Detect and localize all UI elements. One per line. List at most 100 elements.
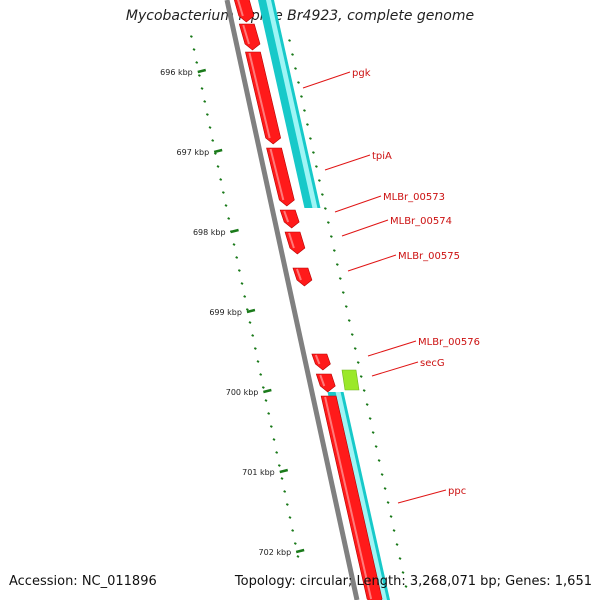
tick-dot	[291, 529, 295, 532]
tick-dot-right	[395, 543, 399, 546]
tick-label: 697 kbp	[177, 148, 210, 157]
tick-dot-right	[380, 473, 384, 476]
tick-dot-right	[323, 207, 327, 210]
tick-dot	[259, 373, 263, 376]
tick-dot	[221, 191, 225, 194]
tick-dot-right	[306, 123, 309, 126]
gene-label-mlbr-00573: MLBr_00573	[383, 192, 445, 203]
tick-dot	[211, 139, 215, 142]
tick-label: 702 kbp	[259, 548, 292, 557]
tick-dot	[277, 464, 281, 467]
tick-dot	[261, 386, 265, 389]
gene-track-upper-highlight	[265, 0, 318, 208]
tick-dot	[189, 35, 193, 38]
tick-dot-right	[335, 263, 339, 266]
tick-dot-right	[320, 193, 324, 196]
tick-dot	[240, 282, 244, 285]
tick-label: 696 kbp	[160, 68, 193, 77]
tick-dot-right	[359, 375, 363, 378]
tick-dot-right	[383, 487, 387, 490]
tick-dot	[235, 256, 239, 259]
cds-block-ppc-shine	[324, 396, 373, 600]
tick-dot	[280, 477, 284, 480]
cds-block-pgk-shine	[248, 52, 271, 139]
tick-dot-right	[368, 417, 372, 420]
tick-dot-right	[303, 109, 306, 112]
tick-dot	[285, 503, 289, 506]
gene-label-mlbr-00574: MLBr_00574	[390, 216, 452, 227]
tick-dot-right	[300, 95, 303, 98]
tick-dot	[253, 347, 257, 350]
tick-dot-right	[374, 445, 378, 448]
tick-dot	[197, 74, 201, 77]
gene-leader-line	[334, 195, 382, 213]
tick-dot	[264, 399, 268, 402]
tick-dot-right	[401, 571, 405, 574]
cds-block-1	[238, 23, 261, 51]
tick-dot-right	[344, 305, 348, 308]
cds-block-00575-shine	[296, 268, 302, 281]
tick-dot	[275, 451, 279, 454]
major-tick	[197, 68, 207, 74]
tick-dot	[208, 126, 212, 129]
major-tick	[246, 308, 256, 314]
tick-dot	[272, 438, 276, 441]
tick-dot	[213, 152, 217, 155]
cds-block-00574-shine	[288, 232, 295, 249]
cds-block-secG-adj-shine	[319, 374, 326, 387]
tick-dot-right	[308, 137, 312, 140]
tick-label: 701 kbp	[242, 468, 275, 477]
gene-leader-line	[367, 340, 417, 357]
tick-dot	[200, 87, 204, 90]
major-tick	[213, 148, 223, 154]
cds-block-00573-shine	[283, 210, 290, 223]
gene-label-mlbr-00575: MLBr_00575	[398, 251, 460, 262]
tick-dot	[203, 100, 207, 103]
tick-dot-right	[291, 53, 294, 56]
major-tick	[295, 548, 305, 554]
tick-dot	[245, 308, 249, 311]
cds-block-secG-adj	[315, 373, 336, 393]
tick-dot-right	[341, 291, 345, 294]
gene-leader-line	[341, 219, 389, 237]
gene-leader-line	[347, 254, 397, 272]
tick-dot-right	[398, 557, 402, 560]
gene-leader-line	[397, 489, 447, 504]
backbone-strand	[224, 0, 360, 600]
accession-text: Accession: NC_011896	[9, 574, 157, 589]
tick-dot	[232, 243, 236, 246]
gene-label-secg: secG	[420, 358, 445, 369]
cds-block-tpiA-shine	[269, 148, 285, 201]
tick-dot	[269, 425, 273, 428]
tick-dot	[243, 295, 247, 298]
tick-dot-right	[386, 501, 390, 504]
tick-dot	[288, 516, 292, 519]
cds-block-1-shine	[242, 24, 250, 45]
tick-label: 698 kbp	[193, 228, 226, 237]
tick-dot-right	[389, 515, 393, 518]
secG-feature	[341, 369, 360, 391]
major-tick	[263, 388, 272, 394]
gene-label-tpia: tpiA	[372, 151, 392, 162]
tick-dot	[256, 360, 260, 363]
tick-dot-right	[392, 529, 396, 532]
tick-dot	[283, 490, 287, 493]
tick-dot-right	[332, 249, 336, 252]
tick-dot	[248, 321, 252, 324]
topology-text: Topology: circular; Length: 3,268,071 bp…	[234, 574, 592, 589]
tick-dot	[224, 204, 228, 207]
major-tick	[230, 228, 239, 234]
tick-dot-right	[311, 151, 315, 154]
tick-dot-right	[362, 389, 366, 392]
cds-block-0	[234, 0, 255, 23]
tick-dot-right	[314, 165, 318, 168]
tick-dot	[251, 334, 255, 337]
tick-dot-right	[371, 431, 375, 434]
tick-dot-right	[347, 319, 351, 322]
gene-label-ppc: ppc	[448, 486, 466, 497]
tick-dot-right	[297, 81, 300, 84]
tick-dot	[293, 542, 297, 545]
gene-leader-line	[324, 154, 371, 171]
